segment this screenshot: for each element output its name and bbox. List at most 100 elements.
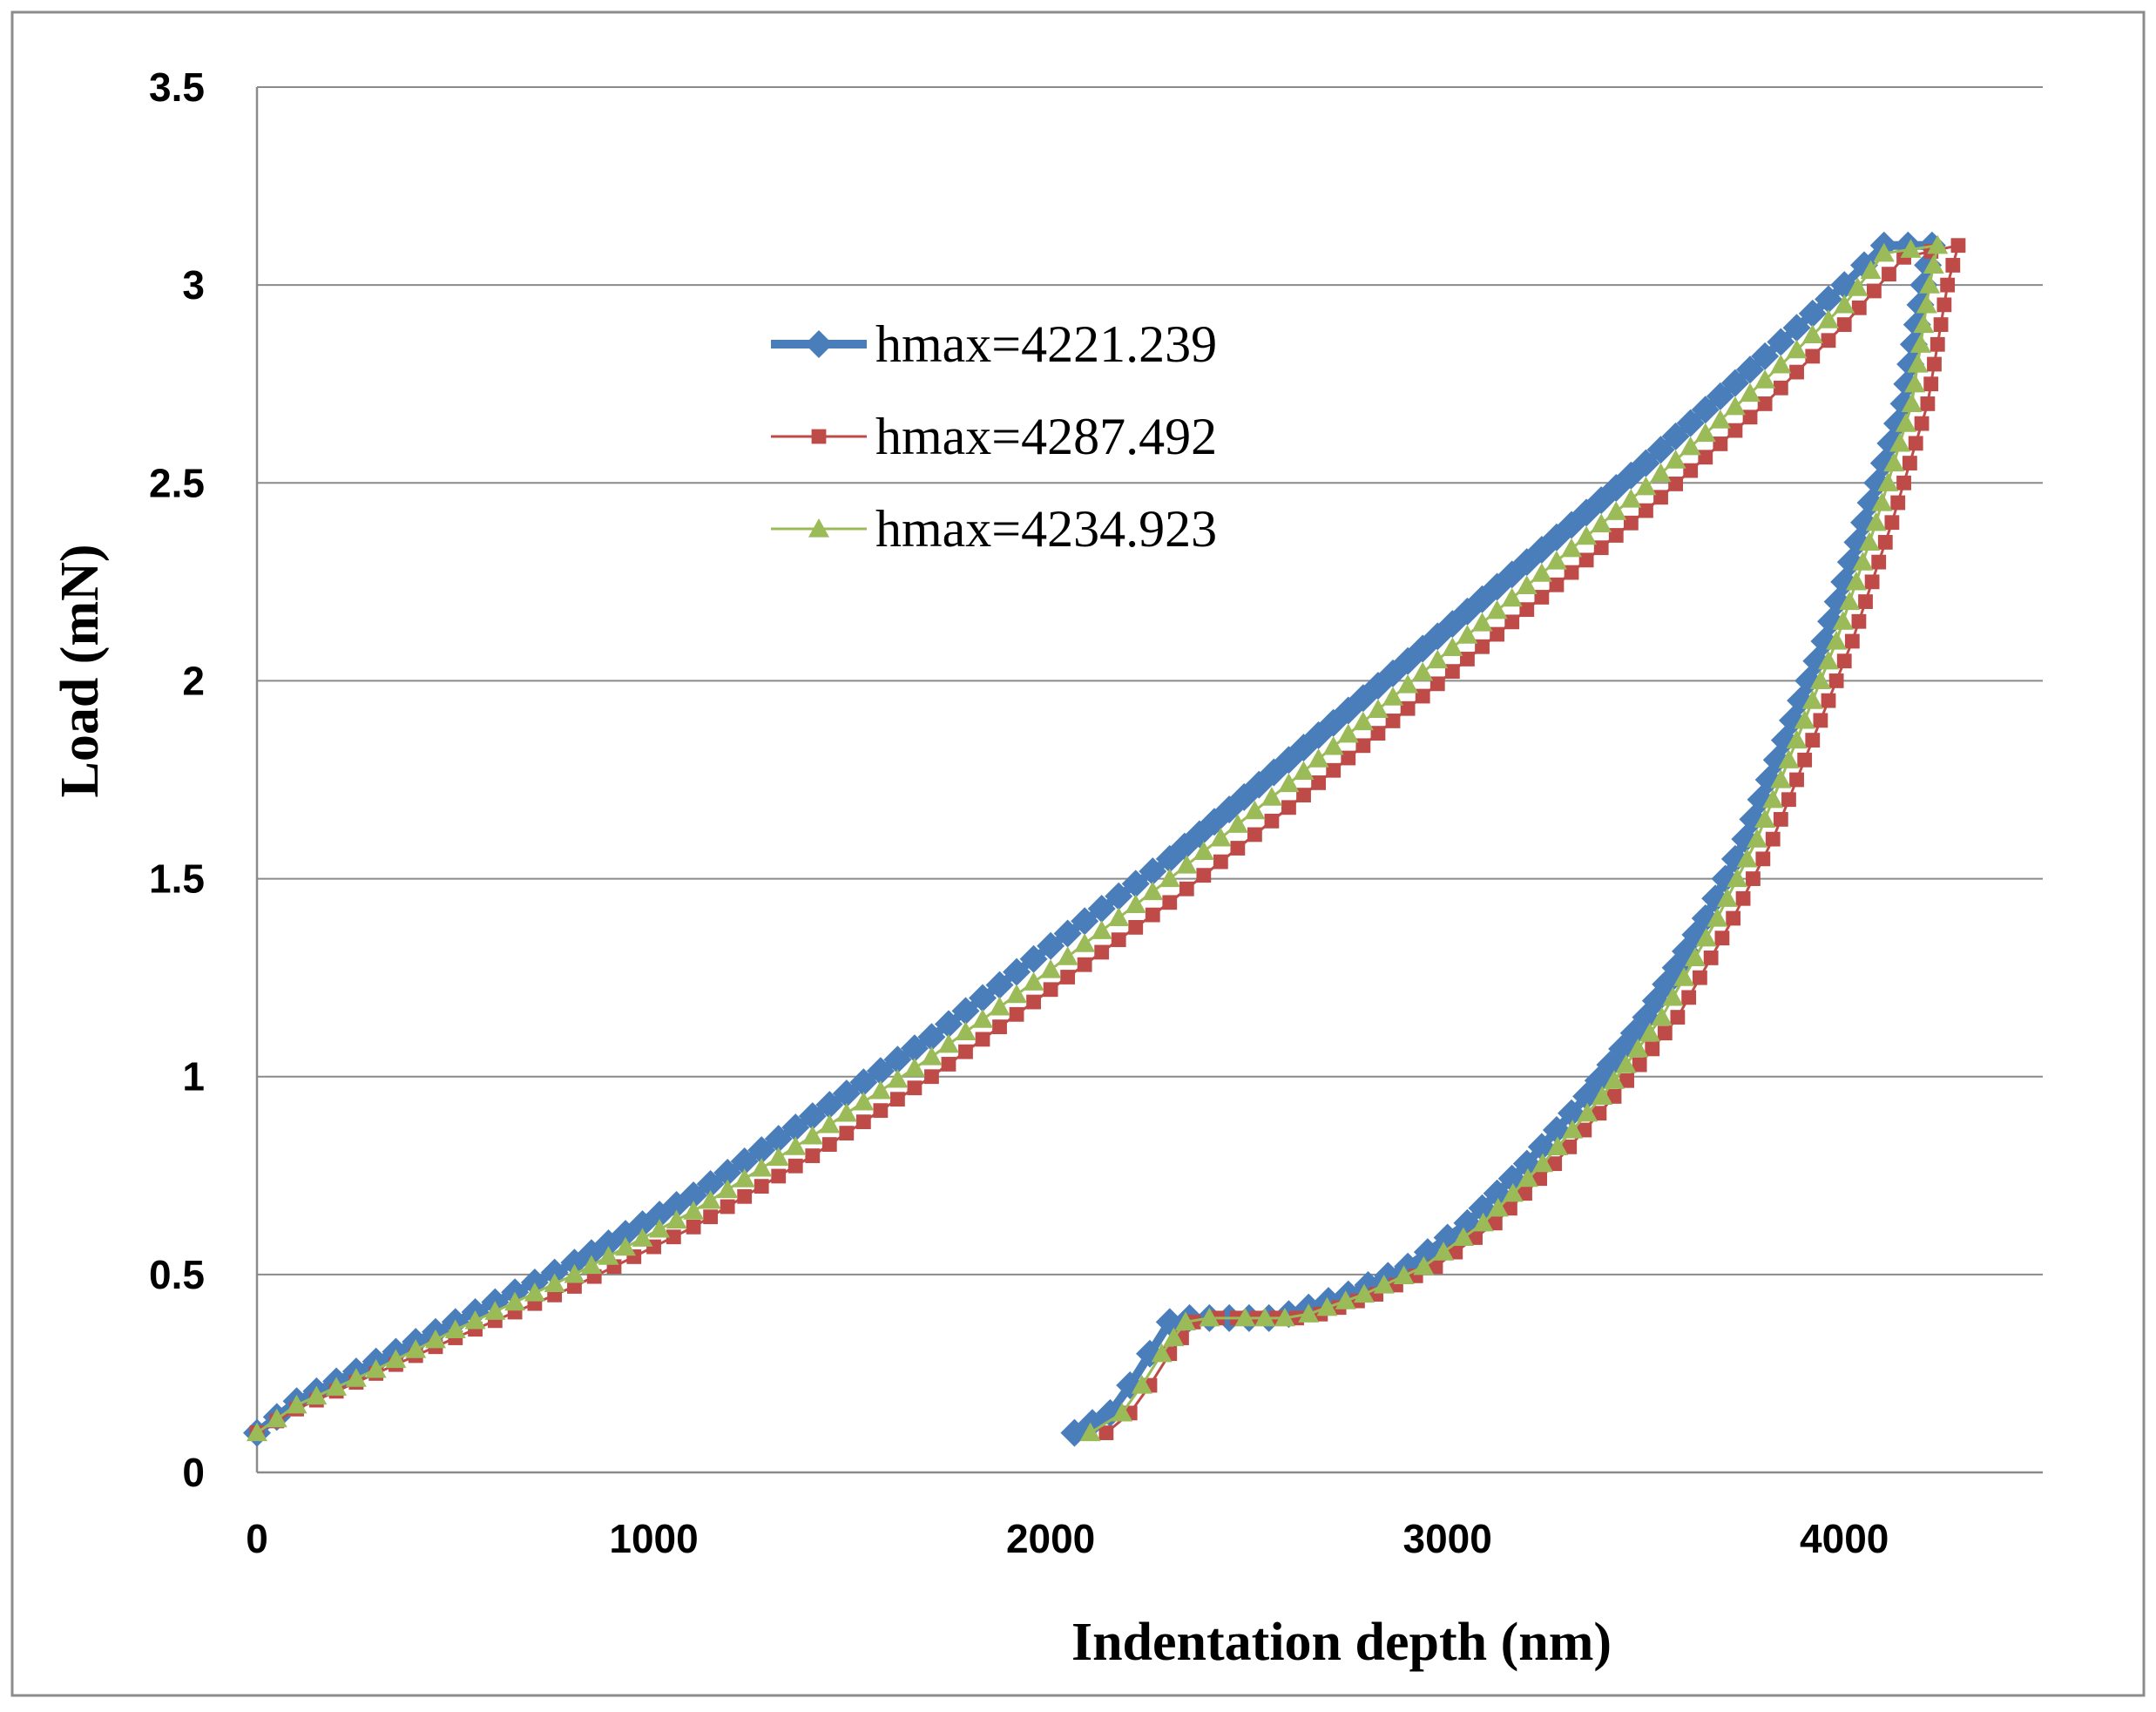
data-point-s2-11-2 — [1427, 649, 1449, 669]
legend-label-2: hmax=4234.923 — [875, 500, 1217, 558]
data-point-s1-27-1 — [1532, 1171, 1547, 1187]
data-point-s2-5-5 — [767, 1147, 789, 1167]
data-point-s1-26-2 — [1577, 1122, 1592, 1138]
data-point-s1-13-7 — [1742, 409, 1758, 425]
data-point-s0-7-6 — [1019, 944, 1048, 973]
data-point-s1-12-5 — [1593, 540, 1609, 556]
data-point-s1-13-4 — [1698, 450, 1713, 465]
data-point-s1-8-6 — [1145, 907, 1160, 923]
data-point-s1-9 — [1162, 895, 1178, 910]
data-point-s0-14-3 — [1798, 299, 1827, 328]
data-point-s0-13-4 — [1691, 396, 1720, 424]
data-point-s1-26-3 — [1562, 1139, 1578, 1154]
data-point-s1-7-4 — [992, 1019, 1007, 1035]
data-point-s2-3-3 — [504, 1291, 526, 1311]
data-point-s2-3-2 — [484, 1301, 506, 1320]
data-point-s2-9-3 — [1210, 827, 1232, 847]
data-point-s2-5-1 — [700, 1189, 721, 1209]
data-point-s1-11 — [1400, 700, 1416, 716]
data-point-s2-28-2 — [1433, 1242, 1455, 1261]
data-point-s1-6-1 — [821, 1137, 837, 1152]
legend-marker-1 — [811, 429, 827, 444]
data-point-s0-14 — [1751, 342, 1780, 370]
data-point-s2-15-2 — [1860, 260, 1882, 280]
data-point-s1-6-3 — [855, 1114, 871, 1130]
data-point-s1-5-2 — [720, 1199, 735, 1215]
data-point-s2-4-2 — [598, 1246, 619, 1265]
data-point-s2-19-4 — [1877, 472, 1899, 491]
data-point-s2-23-3 — [1716, 888, 1738, 907]
data-point-s1-6-6 — [907, 1080, 923, 1096]
axes: 0 0.5 1 1.5 2 2.5 3 3.5 0 1000 2000 3000 4000 — [149, 64, 2043, 1561]
data-point-s2-10-2 — [1308, 748, 1329, 768]
data-point-s2-10-6 — [1367, 699, 1389, 718]
data-point-s1-10-7 — [1385, 714, 1401, 728]
data-point-s2-25-1 — [1639, 1022, 1660, 1042]
data-point-s2-12-3 — [1561, 538, 1583, 558]
data-point-s2-13-7 — [1740, 382, 1761, 403]
data-point-s2-29-2 — [1373, 1274, 1395, 1294]
y-tick-label-6: 3 — [182, 262, 205, 308]
data-point-s1-17 — [1950, 238, 1966, 254]
data-point-s1-22-1 — [1797, 752, 1813, 768]
data-point-s2-19 — [1901, 393, 1923, 413]
data-point-s2-25-3 — [1615, 1054, 1637, 1073]
data-point-s2-4 — [564, 1263, 585, 1283]
data-point-s2-12 — [1516, 575, 1538, 594]
data-point-s2-20-1 — [1859, 531, 1881, 551]
data-point-s2-7-1 — [937, 1033, 959, 1053]
data-point-s2-21-1 — [1818, 650, 1839, 670]
data-point-s1-22-4 — [1773, 812, 1788, 827]
data-point-s0-6-3 — [849, 1068, 878, 1097]
data-point-s1-19-4 — [1896, 475, 1911, 491]
data-point-s0-5-6 — [781, 1113, 810, 1142]
data-point-s1-27-2 — [1517, 1186, 1532, 1201]
data-point-s2-5-6 — [785, 1136, 807, 1155]
data-point-s2-1-3 — [345, 1368, 367, 1387]
data-point-s1-4-5 — [666, 1229, 681, 1245]
data-point-s2-13-6 — [1724, 396, 1746, 416]
data-point-s1-12-6 — [1608, 528, 1624, 543]
data-point-s2-8-4 — [1108, 907, 1130, 926]
data-point-s0-8 — [1037, 931, 1065, 960]
data-point-s2-19-5 — [1871, 492, 1893, 511]
data-point-s0-5 — [679, 1181, 708, 1209]
x-tick-label-2: 2000 — [1006, 1516, 1095, 1561]
data-point-s0-13-5 — [1706, 382, 1734, 410]
data-point-s1-15 — [1836, 317, 1852, 332]
data-point-s1-9-5 — [1247, 827, 1262, 842]
data-point-s2-8-6 — [1142, 881, 1164, 901]
data-point-s0-5-4 — [747, 1136, 776, 1165]
data-point-s0-7-4 — [985, 971, 1014, 999]
data-point-s1-12 — [1519, 602, 1535, 618]
data-point-s0-6-6 — [900, 1034, 929, 1063]
data-point-s1-23-1 — [1755, 851, 1771, 867]
data-point-s2-30 — [1354, 1283, 1375, 1303]
data-point-s2-22 — [1786, 729, 1808, 749]
data-point-s2-10-4 — [1337, 723, 1359, 743]
data-point-s2-16-1 — [1900, 239, 1922, 258]
data-point-s1-8-5 — [1128, 919, 1144, 935]
data-point-s1-21-1 — [1836, 653, 1852, 669]
data-point-s1-22 — [1805, 733, 1821, 748]
data-point-s0-6-1 — [815, 1091, 844, 1120]
data-point-s2-30-1 — [1335, 1290, 1356, 1309]
y-tick-label-4: 2 — [182, 658, 205, 703]
data-point-s2-11-3 — [1442, 637, 1463, 656]
data-point-s1-18-4 — [1927, 356, 1942, 372]
data-point-s1-24-2 — [1703, 951, 1719, 965]
data-point-s2-6-3 — [853, 1091, 875, 1111]
data-point-s0-6 — [798, 1102, 827, 1131]
data-point-s2-14-4 — [1818, 309, 1839, 328]
data-point-s2-14 — [1754, 369, 1776, 389]
data-point-s1-9-1 — [1179, 881, 1194, 897]
data-point-s2-6 — [801, 1125, 823, 1145]
data-point-s0-8-2 — [1071, 907, 1099, 936]
data-point-s0-5-1 — [696, 1170, 725, 1199]
data-point-s1-9-6 — [1264, 813, 1280, 829]
data-point-s1-5-5 — [771, 1168, 787, 1184]
data-point-s1-11-4 — [1460, 652, 1475, 667]
data-point-s2-29 — [1413, 1255, 1435, 1276]
data-point-s2-10 — [1278, 773, 1300, 793]
